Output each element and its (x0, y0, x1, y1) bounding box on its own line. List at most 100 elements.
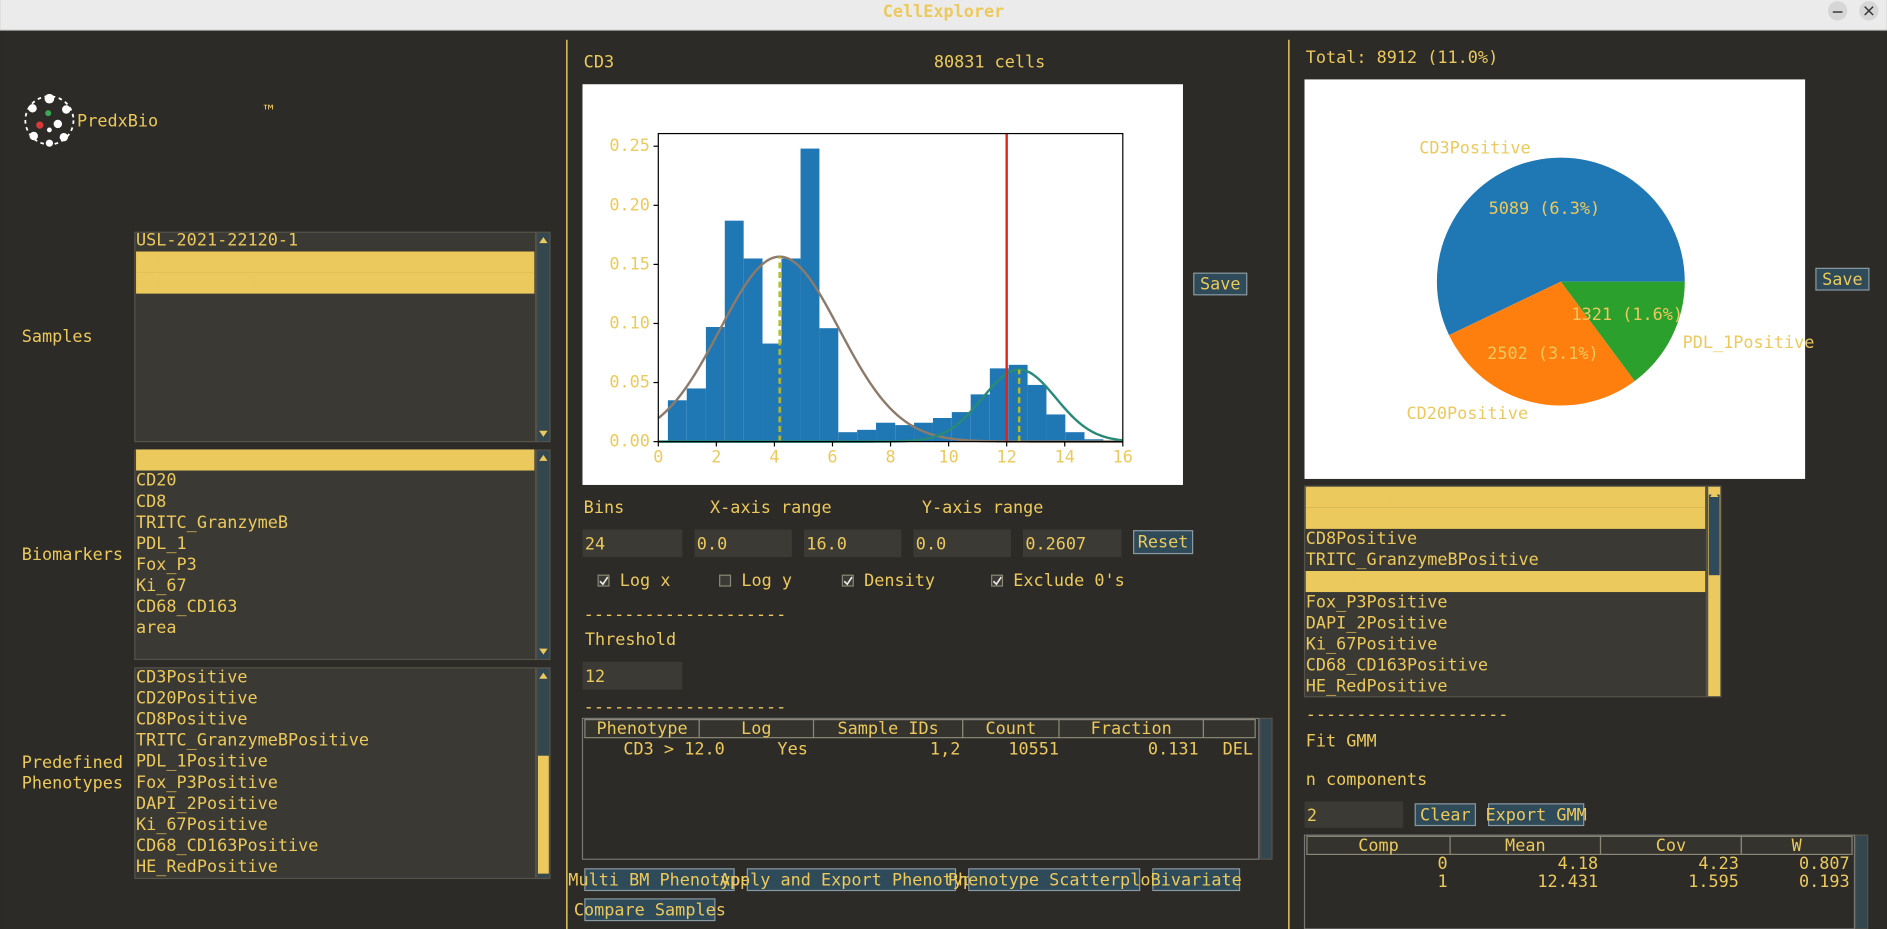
minimize-circle[interactable] (1827, 1, 1848, 21)
button[interactable] (968, 868, 1141, 892)
list-item[interactable]: CD20 (136, 470, 177, 490)
button[interactable] (1193, 272, 1248, 296)
list-item[interactable]: DAPI_2Positive (136, 793, 278, 813)
histogram-bar (781, 258, 801, 442)
scroll-arrow-down[interactable] (539, 430, 548, 437)
button[interactable] (1414, 803, 1476, 827)
scroll-arrow-down[interactable] (539, 648, 548, 655)
list-item[interactable]: Fox_P3Positive (136, 772, 278, 792)
list-item-highlight[interactable] (1305, 507, 1706, 529)
text-input[interactable] (582, 529, 683, 558)
checkbox[interactable] (841, 574, 854, 587)
input-value[interactable]: 12 (585, 666, 605, 686)
checkbox[interactable] (991, 574, 1004, 587)
button-label[interactable]: Apply and Export Phenotype (720, 869, 983, 889)
text-input[interactable] (694, 529, 792, 558)
checkbox-label[interactable]: Log y (741, 570, 792, 590)
scroll-arrow-down[interactable] (1710, 685, 1719, 692)
list-item[interactable]: PDL_1Positive (136, 751, 268, 771)
checkbox[interactable] (597, 574, 610, 587)
input-value[interactable]: 16.0 (806, 534, 847, 554)
list-item[interactable]: TRITC_GranzymeB (136, 512, 288, 532)
button[interactable] (584, 898, 716, 922)
gmm-title: Fit GMM (1306, 730, 1377, 750)
list-item[interactable]: TRITC_GranzymeBPositive (1306, 549, 1539, 569)
list-item[interactable]: CD68_CD163Positive (1306, 654, 1488, 674)
button-label[interactable]: Save (1822, 269, 1863, 289)
button[interactable] (1815, 267, 1870, 291)
list-item[interactable]: Fox_P3Positive (1306, 591, 1448, 611)
button[interactable] (1152, 868, 1241, 892)
list-item[interactable]: CD3 (136, 449, 166, 469)
button-label[interactable]: Export GMM (1485, 804, 1586, 824)
list-item[interactable]: DAPI_2Positive (1306, 612, 1448, 632)
input-value[interactable]: 0.0 (916, 534, 946, 554)
input-value[interactable]: 2 (1307, 805, 1317, 825)
close-button[interactable] (1859, 1, 1879, 21)
list-item-highlight[interactable] (136, 251, 535, 273)
scroll-arrow-up[interactable] (539, 237, 548, 244)
button[interactable] (746, 868, 957, 892)
list-item[interactable]: CD3Positive (136, 666, 247, 686)
input-value[interactable]: 24 (585, 534, 605, 554)
histogram-bar (1065, 432, 1085, 442)
scroll-arrow-up[interactable] (539, 672, 548, 679)
list-item-highlight[interactable] (1305, 486, 1706, 508)
list-item[interactable]: CD68_CD163Positive (136, 835, 318, 855)
text-input[interactable] (582, 661, 683, 690)
checkbox-label[interactable]: Density (864, 570, 935, 590)
table-cell[interactable]: DEL (1223, 739, 1253, 759)
button-label[interactable]: Save (1200, 274, 1241, 294)
button-label[interactable]: Bivariate (1151, 869, 1242, 889)
input-value[interactable]: 0.0 (697, 534, 727, 554)
list-item[interactable]: TRITC_GranzymeBPositive (136, 730, 369, 750)
list-item[interactable]: HE_RedPositive (136, 856, 278, 876)
close-icon[interactable] (1864, 6, 1874, 16)
list-item[interactable]: CD3Positive (1306, 486, 1417, 506)
text-input[interactable] (803, 529, 902, 558)
list-item[interactable]: Ki_67Positive (136, 814, 268, 834)
button-label[interactable]: Compare Samples (574, 899, 726, 919)
scroll-arrow-up[interactable] (1710, 490, 1719, 497)
list-item[interactable]: CD8Positive (1306, 528, 1417, 548)
list-item[interactable]: CD8 (136, 491, 166, 511)
scroll-arrow-down[interactable] (539, 867, 548, 874)
list-item[interactable]: Ki_67 (136, 575, 187, 595)
list-item-highlight[interactable] (136, 272, 535, 294)
check-mark[interactable] (992, 576, 1002, 586)
text-input[interactable] (1022, 529, 1122, 558)
list-item[interactable]: area (136, 617, 177, 637)
button-label[interactable]: Clear (1420, 804, 1471, 824)
button[interactable] (1488, 803, 1585, 827)
button-label[interactable]: Reset (1138, 532, 1189, 552)
list-item[interactable]: Ki_67Positive (1306, 633, 1438, 653)
list-item[interactable]: Fox_P3 (136, 554, 197, 574)
list-item[interactable]: HE_RedPositive (1306, 676, 1448, 696)
button-label[interactable]: Phenotype Scatterplot (948, 869, 1161, 889)
x-range-label: X-axis range (710, 497, 832, 517)
text-input[interactable] (1304, 801, 1404, 828)
input-value[interactable]: 0.2607 (1025, 534, 1086, 554)
button[interactable] (584, 868, 735, 892)
checkbox[interactable] (719, 574, 732, 587)
text-input[interactable] (913, 529, 1011, 558)
scroll-arrow-up[interactable] (539, 454, 548, 461)
check-mark[interactable] (599, 576, 609, 586)
list-item[interactable]: PDL_1Positive (1306, 570, 1438, 590)
list-item-highlight[interactable] (1305, 570, 1706, 593)
list-item[interactable]: USL-2021-22120-1 (136, 230, 298, 250)
list-item[interactable]: CD20Positive (136, 688, 258, 708)
minimize-button[interactable] (1827, 1, 1848, 21)
list-item[interactable]: PDL_1 (136, 533, 187, 553)
list-item[interactable]: CD20Positive (1306, 507, 1428, 527)
checkbox-label[interactable]: Log x (620, 570, 671, 590)
list-item-highlight[interactable] (136, 449, 535, 471)
list-item[interactable]: USL-2021-22121-1 (136, 251, 298, 271)
list-item[interactable]: CD68_CD163 (136, 596, 237, 616)
list-item[interactable]: CD8Positive (136, 709, 247, 729)
check-mark[interactable] (843, 576, 853, 586)
checkbox-label[interactable]: Exclude 0's (1013, 570, 1124, 590)
button-label[interactable]: Multi BM Phenotype (568, 869, 750, 889)
button[interactable] (1133, 530, 1194, 555)
list-item[interactable]: USL-2021-22480-1 (136, 272, 298, 292)
